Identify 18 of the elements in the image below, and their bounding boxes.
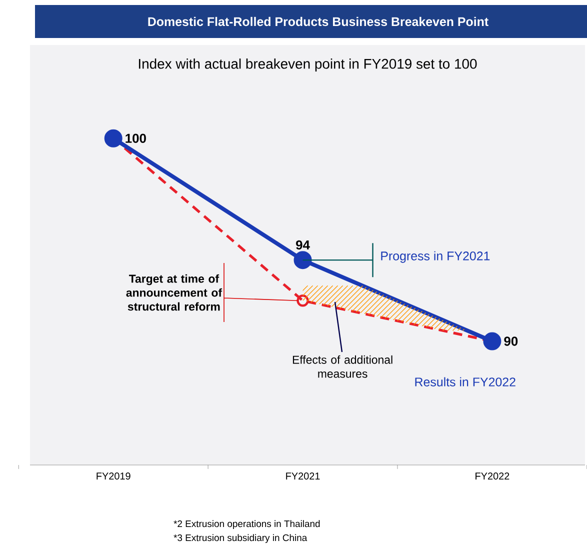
x-tick-label: FY2019 [96,472,130,480]
x-tick-label: FY2022 [476,472,510,480]
text: Index with actual breakeven point in FY2019 set to 100 [138,58,477,72]
annotation: Effects of additional measures [292,355,392,378]
annotation: Target at time of announcement of structural reform [126,274,222,311]
annotation: Results in FY2022 [415,377,516,386]
point [296,294,309,307]
chart-title: Domestic Flat-Rolled Products Business Breakeven Point [148,16,488,26]
point [294,251,312,270]
annotation: Progress in FY2021 [381,251,490,263]
data-label: 94 [296,240,310,250]
point [483,332,502,350]
point [104,129,122,148]
text: *2 Extrusion operations in Thailand [174,520,320,529]
x-tick-label: FY2021 [286,472,320,480]
text: *3 Extrusion subsidiary in China [174,534,308,543]
data-label: 100 [126,134,146,143]
data-label: 90 [504,336,518,346]
